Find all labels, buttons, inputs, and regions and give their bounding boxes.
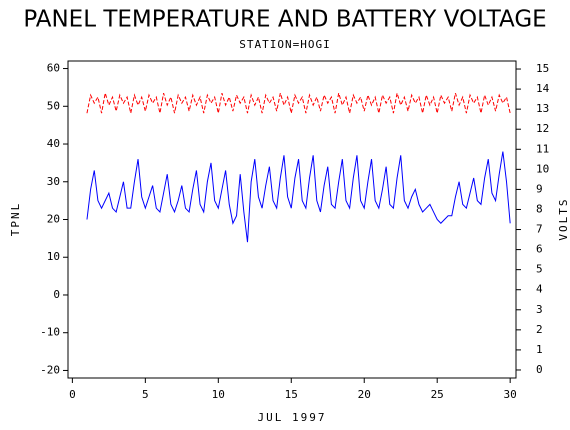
- y2-axis-label: VOLTS: [557, 197, 570, 240]
- y-tick-label: 60: [47, 62, 60, 75]
- plot-frame: [67, 60, 517, 379]
- y-tick-label: -20: [40, 363, 60, 376]
- y-tick-label: 30: [47, 175, 60, 188]
- y2-tick-label: 2: [536, 323, 543, 336]
- y-tick-label: 0: [53, 288, 60, 301]
- y2-tick-label: 7: [536, 223, 543, 236]
- y2-tick-label: 6: [536, 243, 543, 256]
- x-tick-label: 5: [142, 388, 149, 401]
- y2-tick-label: 3: [536, 303, 543, 316]
- y-tick-label: 20: [47, 213, 60, 226]
- chart-subtitle: STATION=HOGI: [239, 38, 330, 51]
- series-line: [86, 151, 511, 243]
- y2-tick-label: 14: [536, 82, 550, 95]
- x-tick-label: 10: [212, 388, 225, 401]
- x-tick-label: 15: [285, 388, 298, 401]
- x-tick-label: 20: [358, 388, 371, 401]
- chart-title: PANEL TEMPERATURE AND BATTERY VOLTAGE: [23, 7, 546, 33]
- y2-tick-label: 4: [536, 283, 543, 296]
- series-line: [86, 92, 511, 114]
- x-tick-label: 0: [69, 388, 76, 401]
- x-tick-label: 30: [504, 388, 517, 401]
- y-axis-label: TPNL: [9, 202, 22, 237]
- y2-tick-label: 0: [536, 363, 543, 376]
- x-axis-label: JUL 1997: [258, 411, 327, 424]
- y2-tick-label: 15: [536, 62, 549, 75]
- y2-tick-label: 8: [536, 202, 543, 215]
- y-tick-label: 50: [47, 99, 60, 112]
- y2-tick-label: 13: [536, 102, 549, 115]
- y-tick-label: -10: [40, 326, 60, 339]
- y2-tick-label: 1: [536, 343, 543, 356]
- y2-tick-label: 11: [536, 142, 549, 155]
- y2-tick-label: 12: [536, 122, 549, 135]
- y2-tick-label: 5: [536, 263, 543, 276]
- x-tick-label: 25: [431, 388, 444, 401]
- y2-tick-label: 9: [536, 182, 543, 195]
- y-tick-label: 10: [47, 250, 60, 263]
- y-tick-label: 40: [47, 137, 60, 150]
- y2-tick-label: 10: [536, 162, 549, 175]
